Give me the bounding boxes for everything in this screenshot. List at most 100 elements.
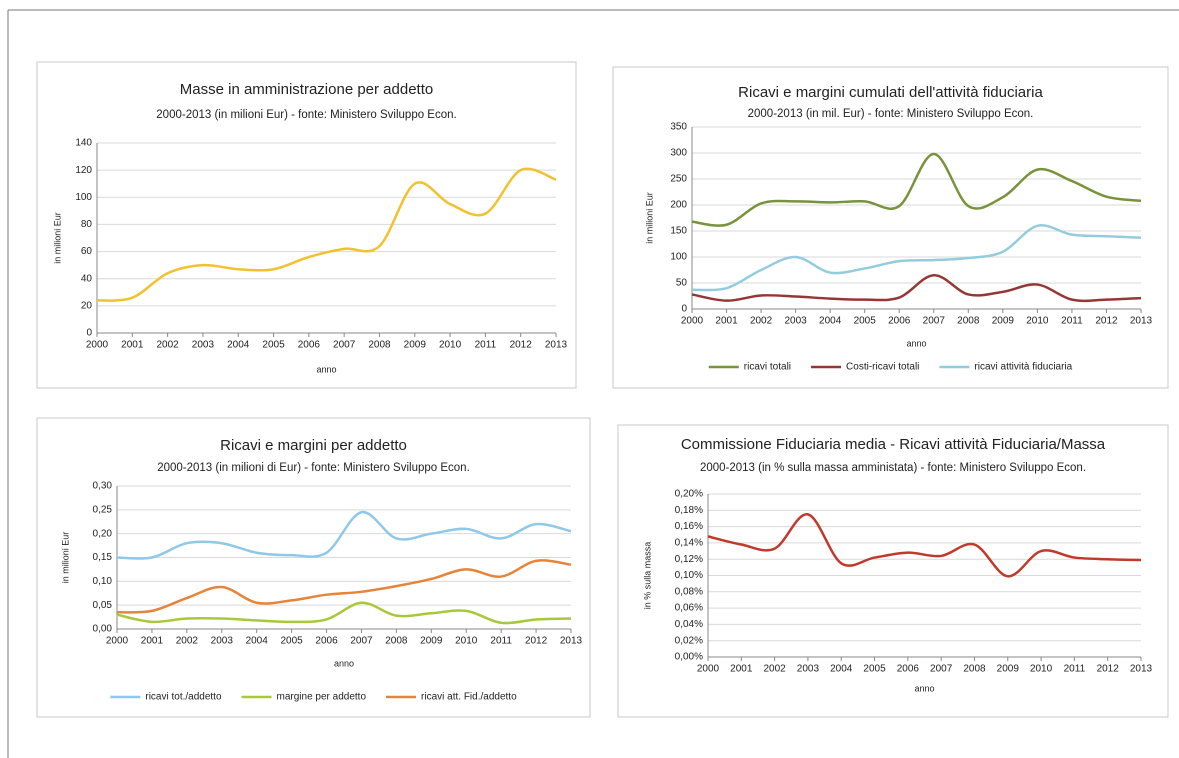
x-tick-label: 2011: [475, 340, 497, 351]
chart-subtitle: 2000-2013 (in milioni Eur) - fonte: Mini…: [156, 109, 456, 121]
y-tick-label: 0,06%: [675, 603, 703, 614]
data-line: [691, 273, 1142, 303]
y-tick-label: 0,16%: [675, 521, 703, 532]
y-tick-label: 150: [670, 226, 687, 237]
x-tick-label: 2003: [797, 664, 820, 675]
x-axis-label: anno: [334, 658, 354, 668]
x-tick-label: 2007: [930, 664, 953, 675]
data-line: [691, 152, 1142, 227]
x-tick-label: 2011: [1064, 664, 1086, 675]
x-tick-label: 2007: [923, 316, 946, 327]
y-tick-label: 0,30: [93, 481, 113, 492]
x-tick-label: 2009: [420, 636, 443, 647]
y-tick-label: 0,00%: [675, 652, 703, 663]
data-line: [116, 601, 572, 625]
y-tick-label: 100: [75, 192, 92, 203]
x-tick-label: 2003: [784, 316, 807, 327]
data-line: [96, 167, 557, 302]
y-tick-label: 0,02%: [675, 635, 703, 646]
chart-panel: [36, 417, 591, 718]
chart-subtitle: 2000-2013 (in milioni di Eur) - fonte: M…: [157, 462, 470, 474]
x-tick-label: 2003: [211, 636, 234, 647]
chart-panel: [617, 424, 1169, 718]
y-tick-label: 350: [670, 122, 687, 133]
y-tick-label: 0,15: [93, 552, 113, 563]
x-tick-label: 2000: [697, 664, 720, 675]
x-tick-label: 2013: [560, 636, 583, 647]
y-tick-label: 250: [670, 174, 687, 185]
x-tick-label: 2010: [455, 636, 478, 647]
x-tick-label: 2010: [1030, 664, 1053, 675]
x-axis-label: anno: [906, 338, 926, 348]
x-tick-label: 2008: [963, 664, 986, 675]
chart-title: Ricavi e margini per addetto: [220, 437, 407, 454]
x-tick-label: 2006: [298, 340, 321, 351]
y-tick-label: 0,18%: [675, 505, 703, 516]
y-tick-label: 0,12%: [675, 554, 703, 565]
x-tick-label: 2012: [510, 340, 533, 351]
legend-label: ricavi tot./addetto: [145, 692, 222, 703]
x-tick-label: 2005: [262, 340, 285, 351]
legend-label: ricavi totali: [744, 362, 791, 373]
x-tick-label: 2004: [830, 664, 853, 675]
x-tick-label: 2004: [246, 636, 269, 647]
x-tick-label: 2013: [1130, 316, 1153, 327]
y-axis-label: in milioni Eur: [644, 192, 654, 244]
x-tick-label: 2001: [121, 340, 144, 351]
x-axis-label: anno: [914, 683, 934, 693]
chart-subtitle: 2000-2013 (in mil. Eur) - fonte: Ministe…: [748, 108, 1034, 120]
legend-label: ricavi attività fiduciaria: [974, 362, 1072, 373]
y-tick-label: 0,08%: [675, 586, 703, 597]
x-tick-label: 2001: [730, 664, 753, 675]
x-tick-label: 2013: [1130, 664, 1153, 675]
y-tick-label: 40: [81, 273, 93, 284]
y-tick-label: 200: [670, 200, 687, 211]
x-tick-label: 2010: [1026, 316, 1049, 327]
y-tick-label: 0,10%: [675, 570, 703, 581]
y-tick-label: 0,04%: [675, 619, 703, 630]
x-tick-label: 2005: [280, 636, 303, 647]
y-tick-label: 60: [81, 246, 93, 257]
x-tick-label: 2000: [86, 340, 109, 351]
x-tick-label: 2007: [333, 340, 356, 351]
data-line: [707, 513, 1142, 578]
x-tick-label: 2006: [315, 636, 338, 647]
y-axis-label: in % sulla massa: [642, 542, 652, 610]
y-tick-label: 100: [670, 252, 687, 263]
x-tick-label: 2000: [106, 636, 129, 647]
x-tick-label: 2009: [992, 316, 1015, 327]
x-tick-label: 2013: [545, 340, 568, 351]
y-tick-label: 80: [81, 219, 93, 230]
x-tick-label: 2006: [897, 664, 920, 675]
data-line: [691, 224, 1142, 292]
legend-label: margine per addetto: [277, 692, 367, 703]
x-tick-label: 2007: [350, 636, 373, 647]
x-tick-label: 2005: [863, 664, 886, 675]
y-axis-label: in milioni Eur: [60, 532, 70, 584]
x-tick-label: 2012: [525, 636, 548, 647]
y-tick-label: 0,10: [93, 576, 113, 587]
x-tick-label: 2004: [819, 316, 842, 327]
y-tick-label: 20: [81, 300, 93, 311]
chart-title: Commissione Fiduciaria media - Ricavi at…: [681, 436, 1106, 453]
y-axis-label: in milioni Eur: [52, 212, 62, 264]
x-tick-label: 2011: [490, 636, 512, 647]
chart-title: Ricavi e margini cumulati dell'attività …: [738, 84, 1043, 101]
legend: ricavi tot./addetto margine per addetto ri…: [110, 692, 517, 703]
x-tick-label: 2004: [227, 340, 250, 351]
x-tick-label: 2011: [1061, 316, 1083, 327]
x-tick-label: 2001: [141, 636, 164, 647]
y-tick-label: 0,20%: [675, 489, 703, 500]
y-tick-label: 50: [676, 278, 688, 289]
x-tick-label: 2001: [715, 316, 738, 327]
x-tick-label: 2008: [385, 636, 408, 647]
chart-title: Masse in amministrazione per addetto: [180, 81, 433, 98]
legend-label: ricavi att. Fid./addetto: [421, 692, 517, 703]
data-line: [116, 510, 572, 560]
y-tick-label: 0,00: [93, 624, 113, 635]
y-tick-label: 120: [75, 165, 92, 176]
x-tick-label: 2003: [192, 340, 215, 351]
x-tick-label: 2008: [957, 316, 980, 327]
y-tick-label: 0,25: [93, 504, 113, 515]
